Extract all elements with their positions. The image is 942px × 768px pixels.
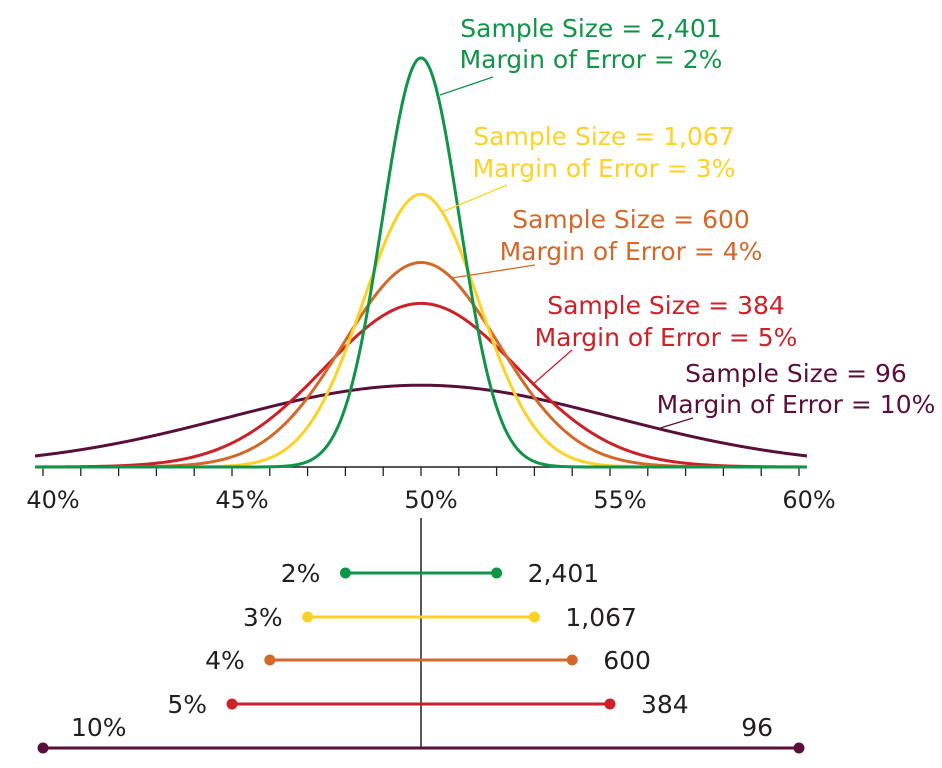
x-tick-label: 55% (593, 486, 646, 514)
annotation-sample-size: Sample Size = 600 (512, 205, 750, 234)
interval-moe-label: 4% (205, 646, 245, 675)
interval-sample-size-label: 384 (641, 690, 689, 719)
interval-endpoint (528, 611, 540, 623)
annotation-sample-size: Sample Size = 1,067 (473, 122, 734, 151)
annotation-margin-of-error: Margin of Error = 5% (535, 323, 798, 352)
interval-sample-size-label: 96 (741, 713, 773, 742)
interval-moe-label: 3% (243, 603, 283, 632)
interval-endpoint (566, 654, 578, 666)
interval-endpoint (491, 567, 503, 579)
annotation-leader-line (656, 417, 694, 430)
interval-endpoint (264, 654, 276, 666)
interval-moe-label: 10% (71, 713, 127, 742)
x-tick-label: 50% (404, 486, 457, 514)
interval-sample-size-label: 600 (603, 646, 651, 675)
interval-moe-label: 5% (167, 690, 207, 719)
interval-sample-size-label: 1,067 (565, 603, 637, 632)
interval-endpoint (302, 611, 314, 623)
interval-endpoint (339, 567, 351, 579)
interval-endpoint (604, 698, 616, 710)
interval-endpoint (793, 742, 805, 754)
interval-moe-label: 2% (281, 559, 321, 588)
x-tick-label: 60% (782, 486, 835, 514)
annotation-leader-line (441, 184, 508, 213)
annotation-sample-size: Sample Size = 384 (547, 291, 785, 320)
annotation-leader-line (451, 264, 536, 279)
distribution-curve-96 (34, 383, 808, 458)
x-tick-label: 40% (26, 486, 79, 514)
interval-endpoint (37, 742, 49, 754)
distribution-curve-384 (34, 301, 808, 469)
distribution-curve-2401 (35, 56, 807, 469)
x-tick-label: 45% (215, 486, 268, 514)
interval-endpoint (226, 698, 238, 710)
annotation-margin-of-error: Margin of Error = 10% (657, 390, 936, 419)
annotation-sample-size: Sample Size = 96 (685, 359, 907, 388)
interval-sample-size-label: 2,401 (528, 559, 600, 588)
annotation-margin-of-error: Margin of Error = 2% (460, 45, 723, 74)
annotation-margin-of-error: Margin of Error = 4% (500, 237, 763, 266)
annotation-margin-of-error: Margin of Error = 3% (473, 154, 736, 183)
annotation-leader-line (531, 349, 573, 386)
annotation-leader-line (439, 76, 494, 96)
annotation-sample-size: Sample Size = 2,401 (460, 14, 721, 43)
